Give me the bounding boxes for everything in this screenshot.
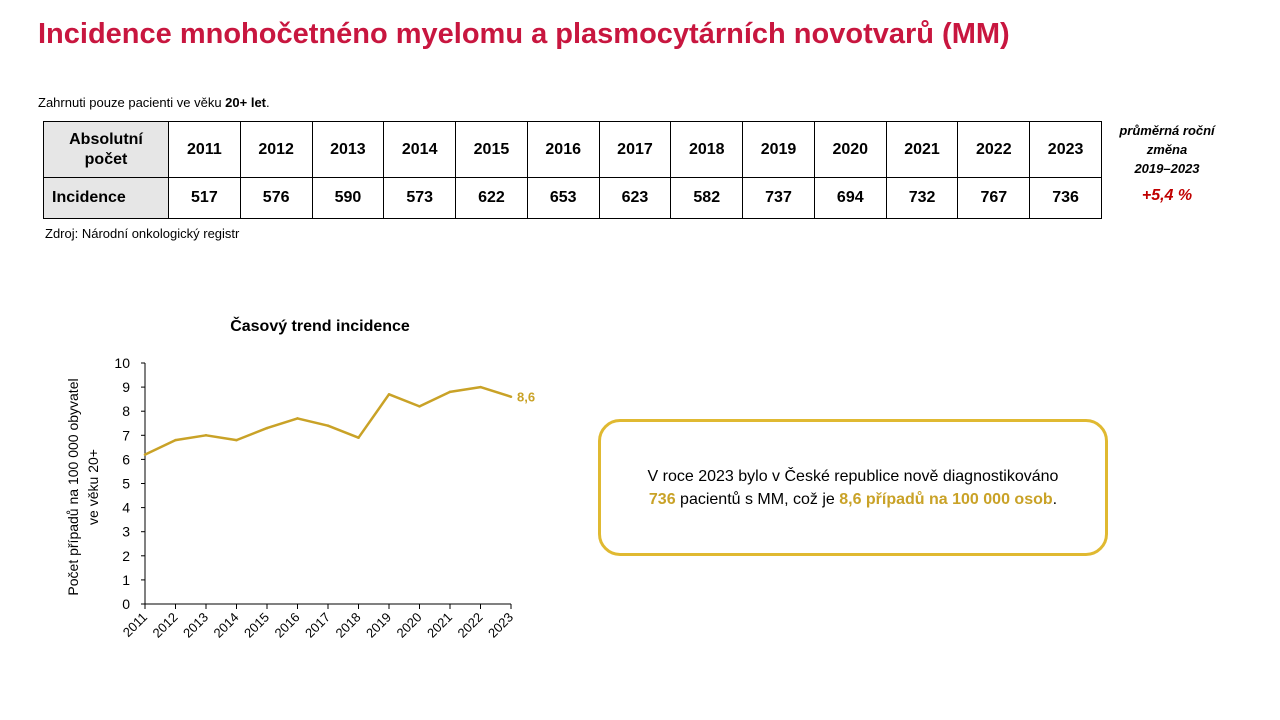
value-cell: 767 [957, 177, 1031, 219]
annual-change-value: +5,4 % [1141, 187, 1193, 204]
year-cell: 2011 [168, 121, 241, 178]
value-cell: 694 [813, 177, 887, 219]
year-cell: 2019 [742, 121, 815, 178]
summary-callout: V roce 2023 bylo v České republice nově … [598, 419, 1108, 556]
data-point [357, 436, 360, 439]
data-point [174, 438, 177, 442]
y-tick-label: 0 [122, 596, 130, 612]
chart-title: Časový trend incidence [230, 318, 410, 335]
y-tick-label: 4 [122, 500, 130, 516]
value-cell: 622 [455, 177, 528, 219]
x-tick-label: 2013 [180, 610, 211, 641]
y-tick-label: 2 [122, 548, 130, 564]
annual-change-label-line2: změna [1146, 142, 1188, 157]
value-cell: 590 [311, 177, 385, 219]
summary-rate: 8,6 případů na 100 000 osob [839, 490, 1053, 508]
x-tick-label: 2023 [485, 610, 516, 641]
incidence-trend-chart: 0 1 2 3 4 5 6 7 8 9 10 2011 2012 2013 2014 2015 2016 2017… [65, 355, 535, 641]
value-cell: 653 [526, 177, 600, 219]
data-point [387, 393, 391, 396]
value-cell: 732 [885, 177, 959, 219]
age-note: Zahrnuti pouze pacienti ve věku 20+ let. [38, 95, 270, 110]
summary-line1: V roce 2023 bylo v České republice nově … [647, 467, 1059, 485]
x-tick-label: 2021 [424, 610, 455, 641]
value-cell: 576 [239, 177, 313, 219]
table-row-label: Incidence [43, 177, 169, 219]
table-header-label-line2: počet [84, 150, 128, 168]
annual-change-label-line3: 2019–2023 [1134, 161, 1200, 176]
year-cell: 2022 [957, 121, 1031, 178]
value-cell: 573 [383, 177, 457, 219]
x-tick-label: 2017 [302, 610, 333, 641]
x-tick-label: 2016 [272, 610, 303, 641]
incidence-table: Absolutní počet 2011 2012 2013 2014 2015… [43, 121, 1102, 219]
annual-change-box: průměrná roční změna 2019–2023 +5,4 % [1108, 121, 1226, 205]
data-point [235, 438, 238, 442]
x-tick-label: 2022 [455, 610, 486, 641]
value-cell: 582 [670, 177, 744, 219]
y-tick-label: 9 [122, 379, 130, 395]
data-source: Zdroj: Národní onkologický registr [45, 226, 240, 241]
table-data-row: Incidence 517 576 590 573 622 653 623 58… [43, 177, 1102, 219]
value-cell: 737 [742, 177, 815, 219]
y-axis-label-line2: ve věku 20+ [85, 449, 101, 525]
value-cell: 736 [1029, 177, 1102, 219]
year-cell: 2016 [526, 121, 600, 178]
x-tick-label: 2015 [241, 610, 272, 641]
table-header-row: Absolutní počet 2011 2012 2013 2014 2015… [43, 121, 1102, 178]
y-tick-label: 1 [122, 572, 130, 588]
x-tick-label: 2019 [363, 610, 394, 641]
data-point [326, 424, 330, 427]
age-note-bold: 20+ let [225, 95, 267, 110]
value-cell: 517 [168, 177, 241, 219]
y-tick-label: 10 [114, 355, 130, 371]
age-note-suffix: . [266, 95, 270, 110]
data-point [448, 390, 452, 394]
annual-change-label-line1: průměrná roční [1119, 123, 1215, 138]
data-point [296, 417, 299, 420]
summary-end: . [1052, 490, 1058, 508]
summary-count: 736 [648, 490, 676, 508]
data-point [143, 453, 147, 456]
year-cell: 2018 [670, 121, 744, 178]
summary-middle: pacientů s MM, což je [675, 490, 840, 508]
y-tick-label: 7 [122, 427, 130, 443]
x-tick-label: 2018 [333, 610, 364, 641]
x-tick-label: 2011 [120, 610, 150, 640]
y-tick-label: 5 [122, 476, 130, 492]
age-note-prefix: Zahrnuti pouze pacienti ve věku [38, 95, 226, 110]
summary-text: V roce 2023 bylo v České republice nově … [648, 465, 1059, 511]
data-point [204, 434, 208, 437]
data-point [265, 426, 269, 430]
data-point [509, 395, 513, 398]
year-cell: 2012 [239, 121, 313, 178]
data-label: 8,6 [517, 390, 535, 405]
y-axis-label-line1: Počet případů na 100 000 obyvatel [65, 378, 81, 595]
y-tick-label: 6 [122, 451, 130, 467]
data-point [418, 405, 421, 408]
year-cell: 2023 [1029, 121, 1102, 178]
year-cell: 2017 [598, 121, 672, 178]
data-point [479, 385, 482, 389]
series-line [144, 385, 512, 456]
y-tick-label: 3 [122, 524, 130, 540]
x-tick-label: 2014 [211, 610, 242, 641]
year-cell: 2015 [455, 121, 528, 178]
year-cell: 2020 [813, 121, 887, 178]
x-tick-label: 2012 [150, 610, 181, 641]
page-title: Incidence mnohočetnéno myelomu a plasmoc… [38, 18, 1010, 50]
table-header-label: Absolutní počet [43, 121, 169, 178]
table-header-label-line1: Absolutní [69, 130, 143, 148]
x-tick-label: 2020 [394, 610, 425, 641]
year-cell: 2021 [885, 121, 959, 178]
y-tick-label: 8 [122, 403, 130, 419]
year-cell: 2014 [383, 121, 457, 178]
